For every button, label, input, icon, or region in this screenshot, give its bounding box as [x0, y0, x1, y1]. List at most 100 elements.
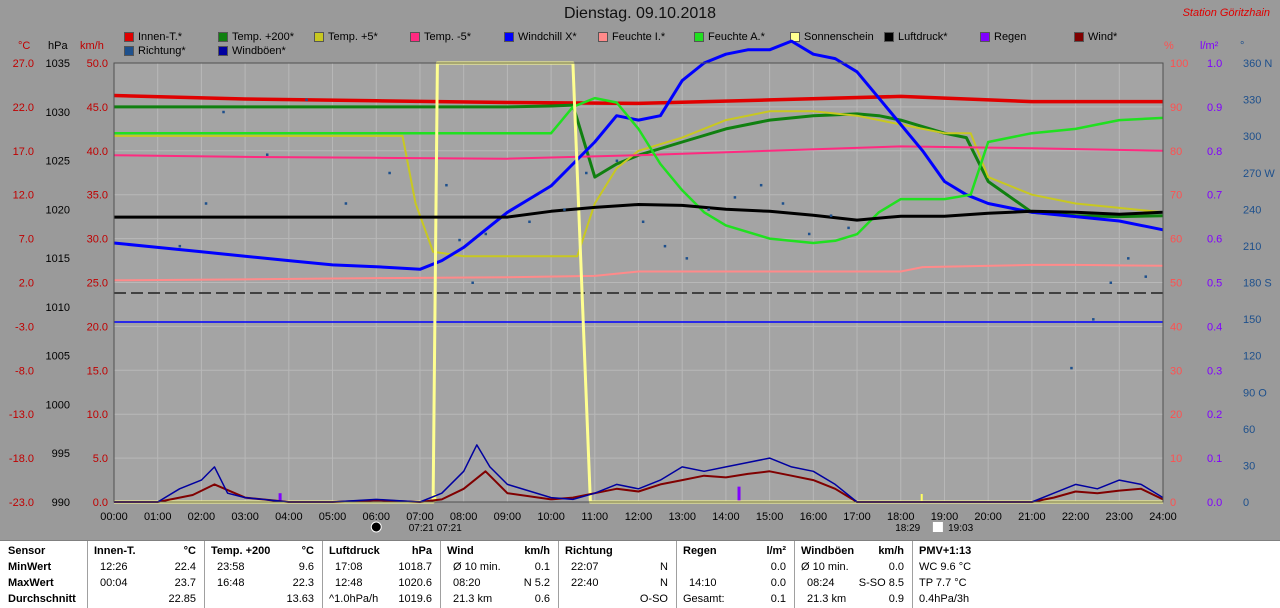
deg-tick-label: 360 N	[1243, 58, 1272, 70]
stats-richtung-avg: O-SO	[639, 593, 668, 605]
direction-point	[807, 232, 811, 236]
stats-windboeen-max-time: 08:24	[807, 577, 835, 589]
unit-rain: l/m²	[1200, 40, 1219, 52]
rain-tick-label: 1.0	[1207, 58, 1222, 70]
legend-swatch	[598, 32, 608, 42]
direction-point	[685, 257, 689, 260]
stats-innen-max-time: 00:04	[100, 577, 128, 589]
chart-area: Dienstag. 09.10.2018 Station Göritzhain …	[0, 0, 1280, 540]
unit-hpa: hPa	[48, 40, 68, 52]
direction-point	[388, 171, 391, 175]
stats-luftdruck-min: 1018.7	[398, 561, 432, 573]
time-tick-label: 21:00	[1018, 511, 1046, 523]
time-tick-label: 01:00	[144, 511, 172, 523]
stats-innen-min: 22.4	[174, 561, 196, 573]
direction-point	[663, 244, 667, 248]
hpa-tick-label: 1030	[46, 107, 70, 119]
sun-event-label: 18:29	[895, 523, 920, 534]
hpa-tick-label: 1020	[46, 204, 70, 216]
stats-pressure-trend: 0.4hPa/3h	[919, 593, 970, 605]
time-tick-label: 24:00	[1149, 511, 1177, 523]
direction-point	[1070, 366, 1073, 370]
deg-tick-label: 270 W	[1243, 168, 1275, 180]
rain-tick-label: 0.8	[1207, 146, 1222, 158]
stats-temp200-col: Temp. +200 °C 23:58 9.6 16:48 22.3 13.63	[205, 541, 323, 608]
unit-deg: °	[1240, 40, 1245, 52]
stats-wind-distance: 21.3 km	[453, 593, 493, 605]
stats-windboeen-title: Windböen	[801, 545, 855, 557]
kmh-tick-label: 50.0	[87, 58, 108, 70]
deg-tick-label: 300	[1243, 131, 1261, 143]
pct-tick-label: 20	[1170, 409, 1182, 421]
hpa-tick-label: 990	[52, 497, 70, 509]
pct-tick-label: 10	[1170, 453, 1182, 465]
stats-richtung-min: N	[660, 561, 668, 573]
hpa-tick-label: 1025	[46, 156, 70, 168]
rain-bar	[278, 493, 282, 502]
legend-swatch	[980, 32, 990, 42]
stats-temp200-min-time: 23:58	[217, 561, 245, 573]
time-tick-label: 15:00	[756, 511, 784, 523]
legend-label: Temp. +200*	[232, 31, 295, 43]
unit-temp: °C	[18, 40, 31, 52]
stats-temp200-avg: 13.63	[286, 593, 314, 605]
kmh-tick-label: 35.0	[87, 190, 108, 202]
time-tick-label: 19:00	[931, 511, 959, 523]
time-tick-label: 02:00	[188, 511, 216, 523]
legend-swatch	[504, 32, 514, 42]
direction-point	[563, 208, 566, 211]
hpa-tick-label: 995	[52, 448, 70, 460]
stats-wind-min: 0.1	[534, 561, 550, 573]
direction-point	[1109, 281, 1113, 284]
deg-tick-label: 120	[1243, 351, 1261, 363]
station-name: Station Göritzhain	[1182, 7, 1270, 19]
time-tick-label: 18:00	[887, 511, 915, 523]
direction-point	[178, 244, 182, 248]
direction-point	[528, 220, 531, 224]
stats-temp200-max-time: 16:48	[217, 577, 245, 589]
legend-label: Regen	[994, 31, 1027, 43]
temp-tick-label: -3.0	[15, 321, 34, 333]
direction-point	[1127, 257, 1130, 260]
stats-richtung-col: Richtung 22:07 N 22:40 N O-SO	[559, 541, 677, 608]
time-tick-label: 20:00	[974, 511, 1002, 523]
time-tick-label: 03:00	[231, 511, 259, 523]
legend-item: Temp. -5*	[410, 31, 471, 43]
legend-label: Feuchte A.*	[708, 31, 765, 43]
time-tick-label: 09:00	[494, 511, 522, 523]
hpa-tick-label: 1010	[46, 302, 70, 314]
temp-tick-label: -18.0	[9, 453, 34, 465]
stats-regen-title: Regen	[683, 545, 717, 557]
stats-regen-total-label: Gesamt:	[683, 593, 725, 605]
legend-label: Temp. +5*	[328, 31, 378, 43]
legend-swatch	[410, 32, 420, 42]
chart-title: Dienstag. 09.10.2018	[563, 5, 717, 22]
moon-icon	[370, 521, 382, 533]
hpa-tick-label: 1035	[46, 58, 70, 70]
unit-kmh: km/h	[80, 40, 104, 52]
time-tick-label: 14:00	[712, 511, 740, 523]
legend-label: Innen-T.*	[138, 31, 183, 43]
direction-point	[222, 110, 225, 114]
rain-bar	[737, 486, 741, 502]
rain-tick-label: 0.6	[1207, 234, 1222, 246]
direction-point	[484, 232, 488, 236]
stats-wind-unit: km/h	[524, 545, 550, 557]
deg-tick-label: 150	[1243, 314, 1261, 326]
stats-pmv-title: PMV+1:13	[919, 545, 972, 557]
stats-luftdruck-max-time: 12:48	[335, 577, 363, 589]
hpa-tick-label: 1000	[46, 399, 70, 411]
time-tick-label: 13:00	[668, 511, 696, 523]
kmh-tick-label: 0.0	[93, 497, 108, 509]
stats-windboeen-col: Windböen km/h Ø 10 min. 0.0 08:24 S-SO 8.5 …	[795, 541, 913, 608]
time-tick-label: 08:00	[450, 511, 478, 523]
legend-swatch	[694, 32, 704, 42]
temp-tick-label: 2.0	[19, 278, 34, 290]
pct-tick-label: 0	[1170, 497, 1176, 509]
legend-swatch	[218, 32, 228, 42]
direction-point	[781, 202, 785, 205]
stats-innen-unit: °C	[183, 545, 196, 557]
temp-tick-label: 22.0	[13, 102, 34, 114]
direction-point	[471, 281, 474, 284]
sunset-icon	[932, 522, 943, 532]
